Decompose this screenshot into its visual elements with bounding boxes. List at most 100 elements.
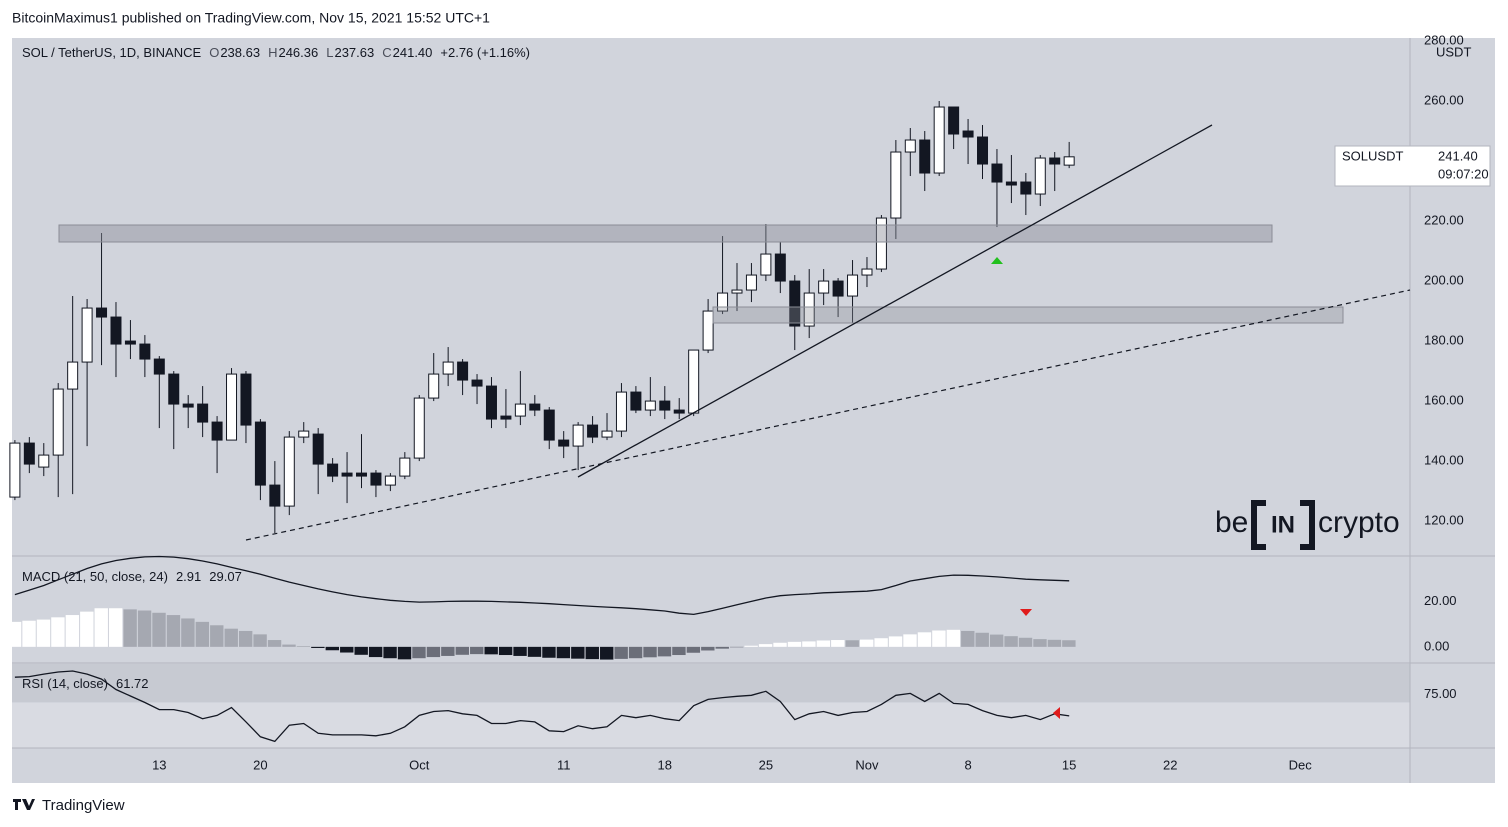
resistance-zone <box>58 224 1273 243</box>
histogram-bar <box>123 609 137 647</box>
candle-body <box>81 307 93 363</box>
histogram-bar <box>643 646 657 658</box>
histogram-bar <box>686 646 701 653</box>
legend-value: 61.72 <box>115 676 149 691</box>
y-tick-label: 120.00 <box>1424 513 1464 528</box>
histogram-bar <box>614 646 628 659</box>
candle-body <box>890 151 902 219</box>
legend-key: H <box>268 45 278 60</box>
candle-body <box>1063 156 1075 166</box>
histogram-bar <box>152 612 166 647</box>
candle-body <box>399 457 411 477</box>
histogram-bar <box>166 615 181 647</box>
histogram-bar <box>932 630 946 647</box>
candle-body <box>991 163 1003 183</box>
candle-body <box>471 379 483 387</box>
histogram-bar <box>542 646 556 658</box>
y-tick-label: 140.00 <box>1424 453 1464 468</box>
histogram-bar <box>65 615 80 647</box>
candle-body <box>168 373 180 405</box>
candle-body <box>96 307 108 318</box>
candle-body <box>485 385 497 420</box>
candle-body <box>904 139 916 153</box>
histogram-bar <box>527 646 542 657</box>
candle-body <box>847 274 859 297</box>
histogram-bar <box>787 641 802 647</box>
candle-body <box>977 136 989 165</box>
x-tick-label: Nov <box>855 757 879 772</box>
histogram-bar <box>888 636 903 647</box>
histogram-bar <box>744 645 758 647</box>
candle-body <box>110 316 122 345</box>
candle-body <box>370 472 382 486</box>
legend-key: L <box>326 45 334 60</box>
histogram-bar <box>325 646 340 651</box>
y-tick-label: 20.00 <box>1424 593 1457 608</box>
histogram-bar <box>441 646 455 656</box>
candle-body <box>298 430 310 438</box>
candle-body <box>153 358 165 375</box>
histogram-bar <box>715 646 729 649</box>
candle-body <box>384 475 396 486</box>
histogram-bar <box>195 621 210 647</box>
candle-body <box>948 106 960 135</box>
x-tick-label: 15 <box>1062 757 1076 772</box>
candle-body <box>269 484 281 507</box>
candle-body <box>717 292 729 312</box>
histogram-bar <box>657 646 672 657</box>
marks: 120.00140.00160.00180.00200.00220.00240.… <box>7 32 1464 772</box>
candle-body <box>139 343 151 360</box>
candle-body <box>38 454 50 468</box>
candle-body <box>240 373 252 426</box>
logo-text: crypto <box>1318 506 1400 539</box>
histogram-bar <box>426 646 441 658</box>
candle-body <box>52 388 64 456</box>
histogram-bar <box>989 634 1004 647</box>
down-arrow <box>1020 609 1032 616</box>
histogram-bar <box>282 644 296 647</box>
candle-body <box>760 253 772 276</box>
histogram-bar <box>368 646 383 658</box>
legend-value: 237.63 <box>334 45 375 60</box>
x-tick-label: 13 <box>152 757 166 772</box>
candle-body <box>457 361 469 381</box>
x-tick-label: Oct <box>409 757 430 772</box>
histogram-bar <box>137 610 152 647</box>
histogram-bar <box>758 644 773 647</box>
histogram-bar <box>22 620 36 647</box>
drawings: be IN crypto <box>58 124 1411 719</box>
x-tick-label: 8 <box>964 757 971 772</box>
histogram-bar <box>108 608 123 647</box>
histogram-bar <box>210 625 224 647</box>
candle-body <box>254 421 266 486</box>
candle-body <box>818 280 830 294</box>
legend-title: RSI (14, close) <box>22 676 108 691</box>
histogram-bar <box>672 646 686 656</box>
histogram-bar <box>585 646 599 660</box>
y-tick-label: 75.00 <box>1424 686 1457 701</box>
candle-body <box>774 253 786 282</box>
histogram-bar <box>513 646 527 656</box>
histogram-bar <box>181 618 195 647</box>
candle-body <box>702 310 714 351</box>
candle-body <box>67 361 79 390</box>
candle-body <box>428 373 440 399</box>
histogram-bar <box>816 640 831 647</box>
candle-body <box>630 391 642 411</box>
legend-value: 29.07 <box>209 569 242 584</box>
histogram-bar <box>600 646 614 660</box>
candle-body <box>413 397 425 459</box>
publisher: BitcoinMaximus1 published on TradingView… <box>12 10 490 26</box>
candle-body <box>327 463 339 477</box>
rsi-line <box>14 670 1070 743</box>
histogram-bar <box>412 646 426 659</box>
histogram-bar <box>917 632 932 647</box>
macd-legend: MACD (21, 50, close, 24) 2.91 29.07 <box>22 569 250 584</box>
candle-body <box>197 403 209 423</box>
histogram-bar <box>354 646 368 655</box>
candle-body <box>832 280 844 297</box>
candle-body <box>211 421 223 441</box>
histogram-bar <box>571 646 585 659</box>
candle-body <box>731 289 743 294</box>
